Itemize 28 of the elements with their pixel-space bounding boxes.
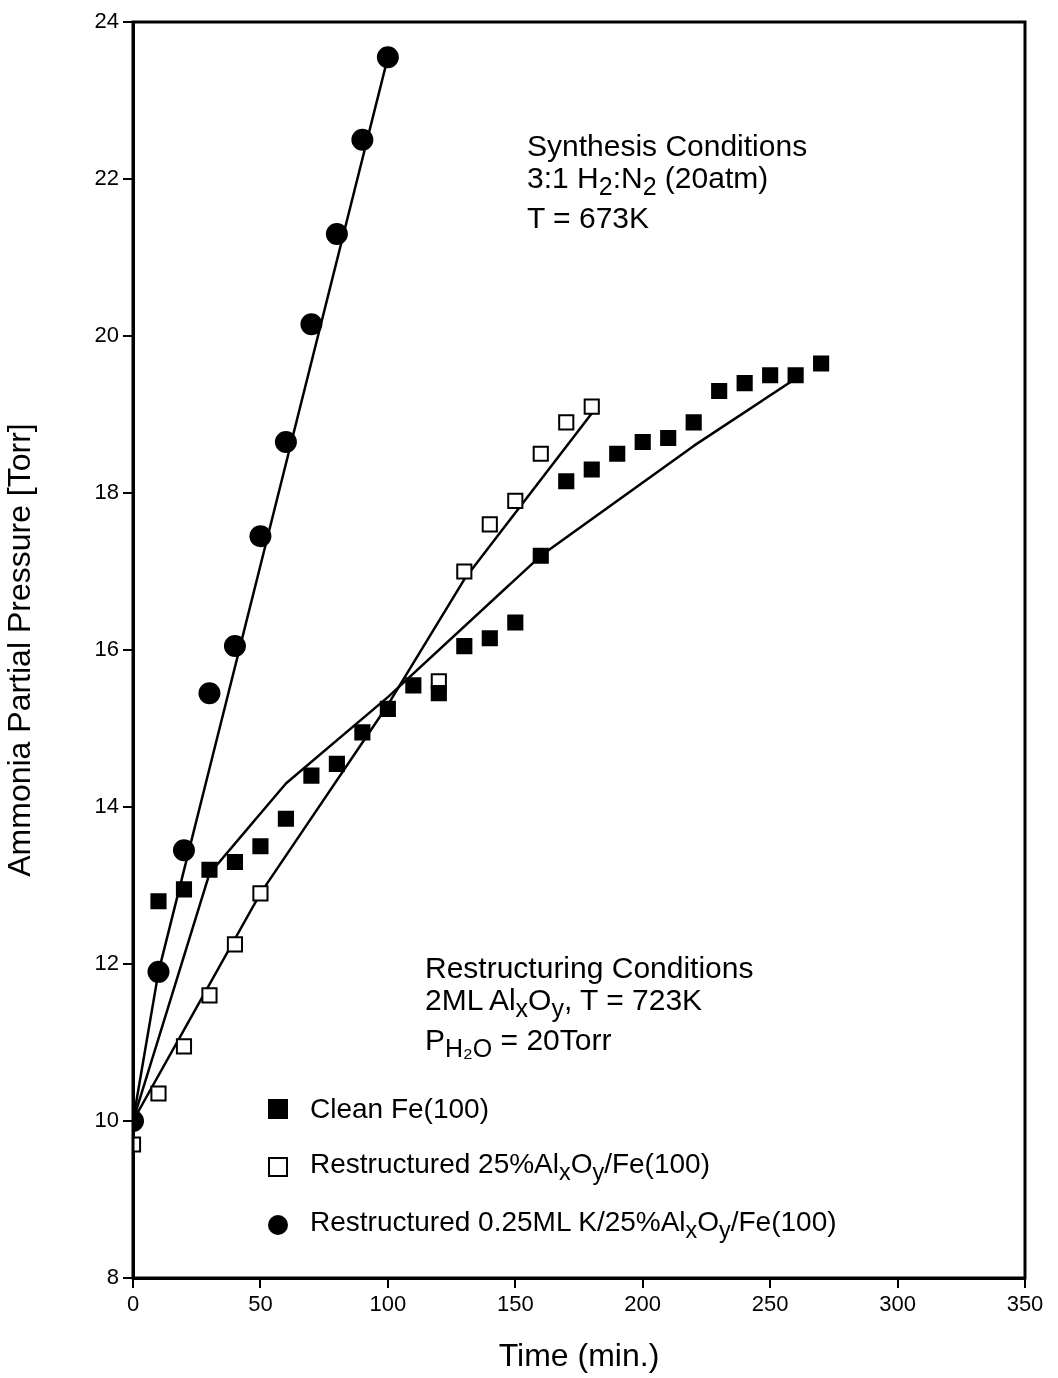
annotation: Restructuring Conditions [425, 951, 754, 984]
y-tick-label: 14 [94, 793, 119, 819]
x-tick-label: 200 [624, 1291, 662, 1317]
annotation: T = 673K [527, 201, 651, 234]
y-tick-label: 12 [94, 950, 119, 976]
y-tick-label: 18 [94, 479, 119, 505]
x-tick-label: 350 [1006, 1291, 1044, 1317]
y-tick-label: 16 [94, 636, 119, 662]
legend-label: Clean Fe(100) [310, 1093, 489, 1125]
x-axis-title: Time (min.) [498, 1336, 660, 1373]
x-tick-label: 0 [126, 1291, 140, 1317]
x-tick-label: 100 [369, 1291, 407, 1317]
x-tick-label: 300 [879, 1291, 916, 1317]
annotation: Synthesis Conditions [527, 129, 808, 162]
y-tick-label: 8 [106, 1264, 119, 1290]
y-tick-label: 10 [94, 1107, 119, 1133]
legend-label: Restructured 25%Al$_{x}$O$_{y}$/Fe(100) [310, 1148, 710, 1186]
x-tick-label: 150 [496, 1291, 534, 1317]
y-tick-label: 24 [94, 8, 119, 34]
x-tick-label: 250 [751, 1291, 789, 1317]
annotation: 2ML Al$_{x}$O$_{y}$, T = 723K [425, 983, 704, 1024]
x-tick-label: 50 [248, 1291, 273, 1317]
y-tick-label: 22 [94, 165, 119, 191]
y-tick-label: 20 [94, 322, 119, 348]
annotation: P$_{H₂O}$ = 20Torr [425, 1023, 613, 1064]
y-axis-title: Ammonia Partial Pressure [Torr] [1, 423, 38, 877]
legend-label: Restructured 0.25ML K/25%Al$_{x}$O$_{y}$/Fe(100) [310, 1206, 837, 1244]
annotation: 3:1 H$_{2}$:N$_{2}$ (20atm) [527, 161, 770, 202]
